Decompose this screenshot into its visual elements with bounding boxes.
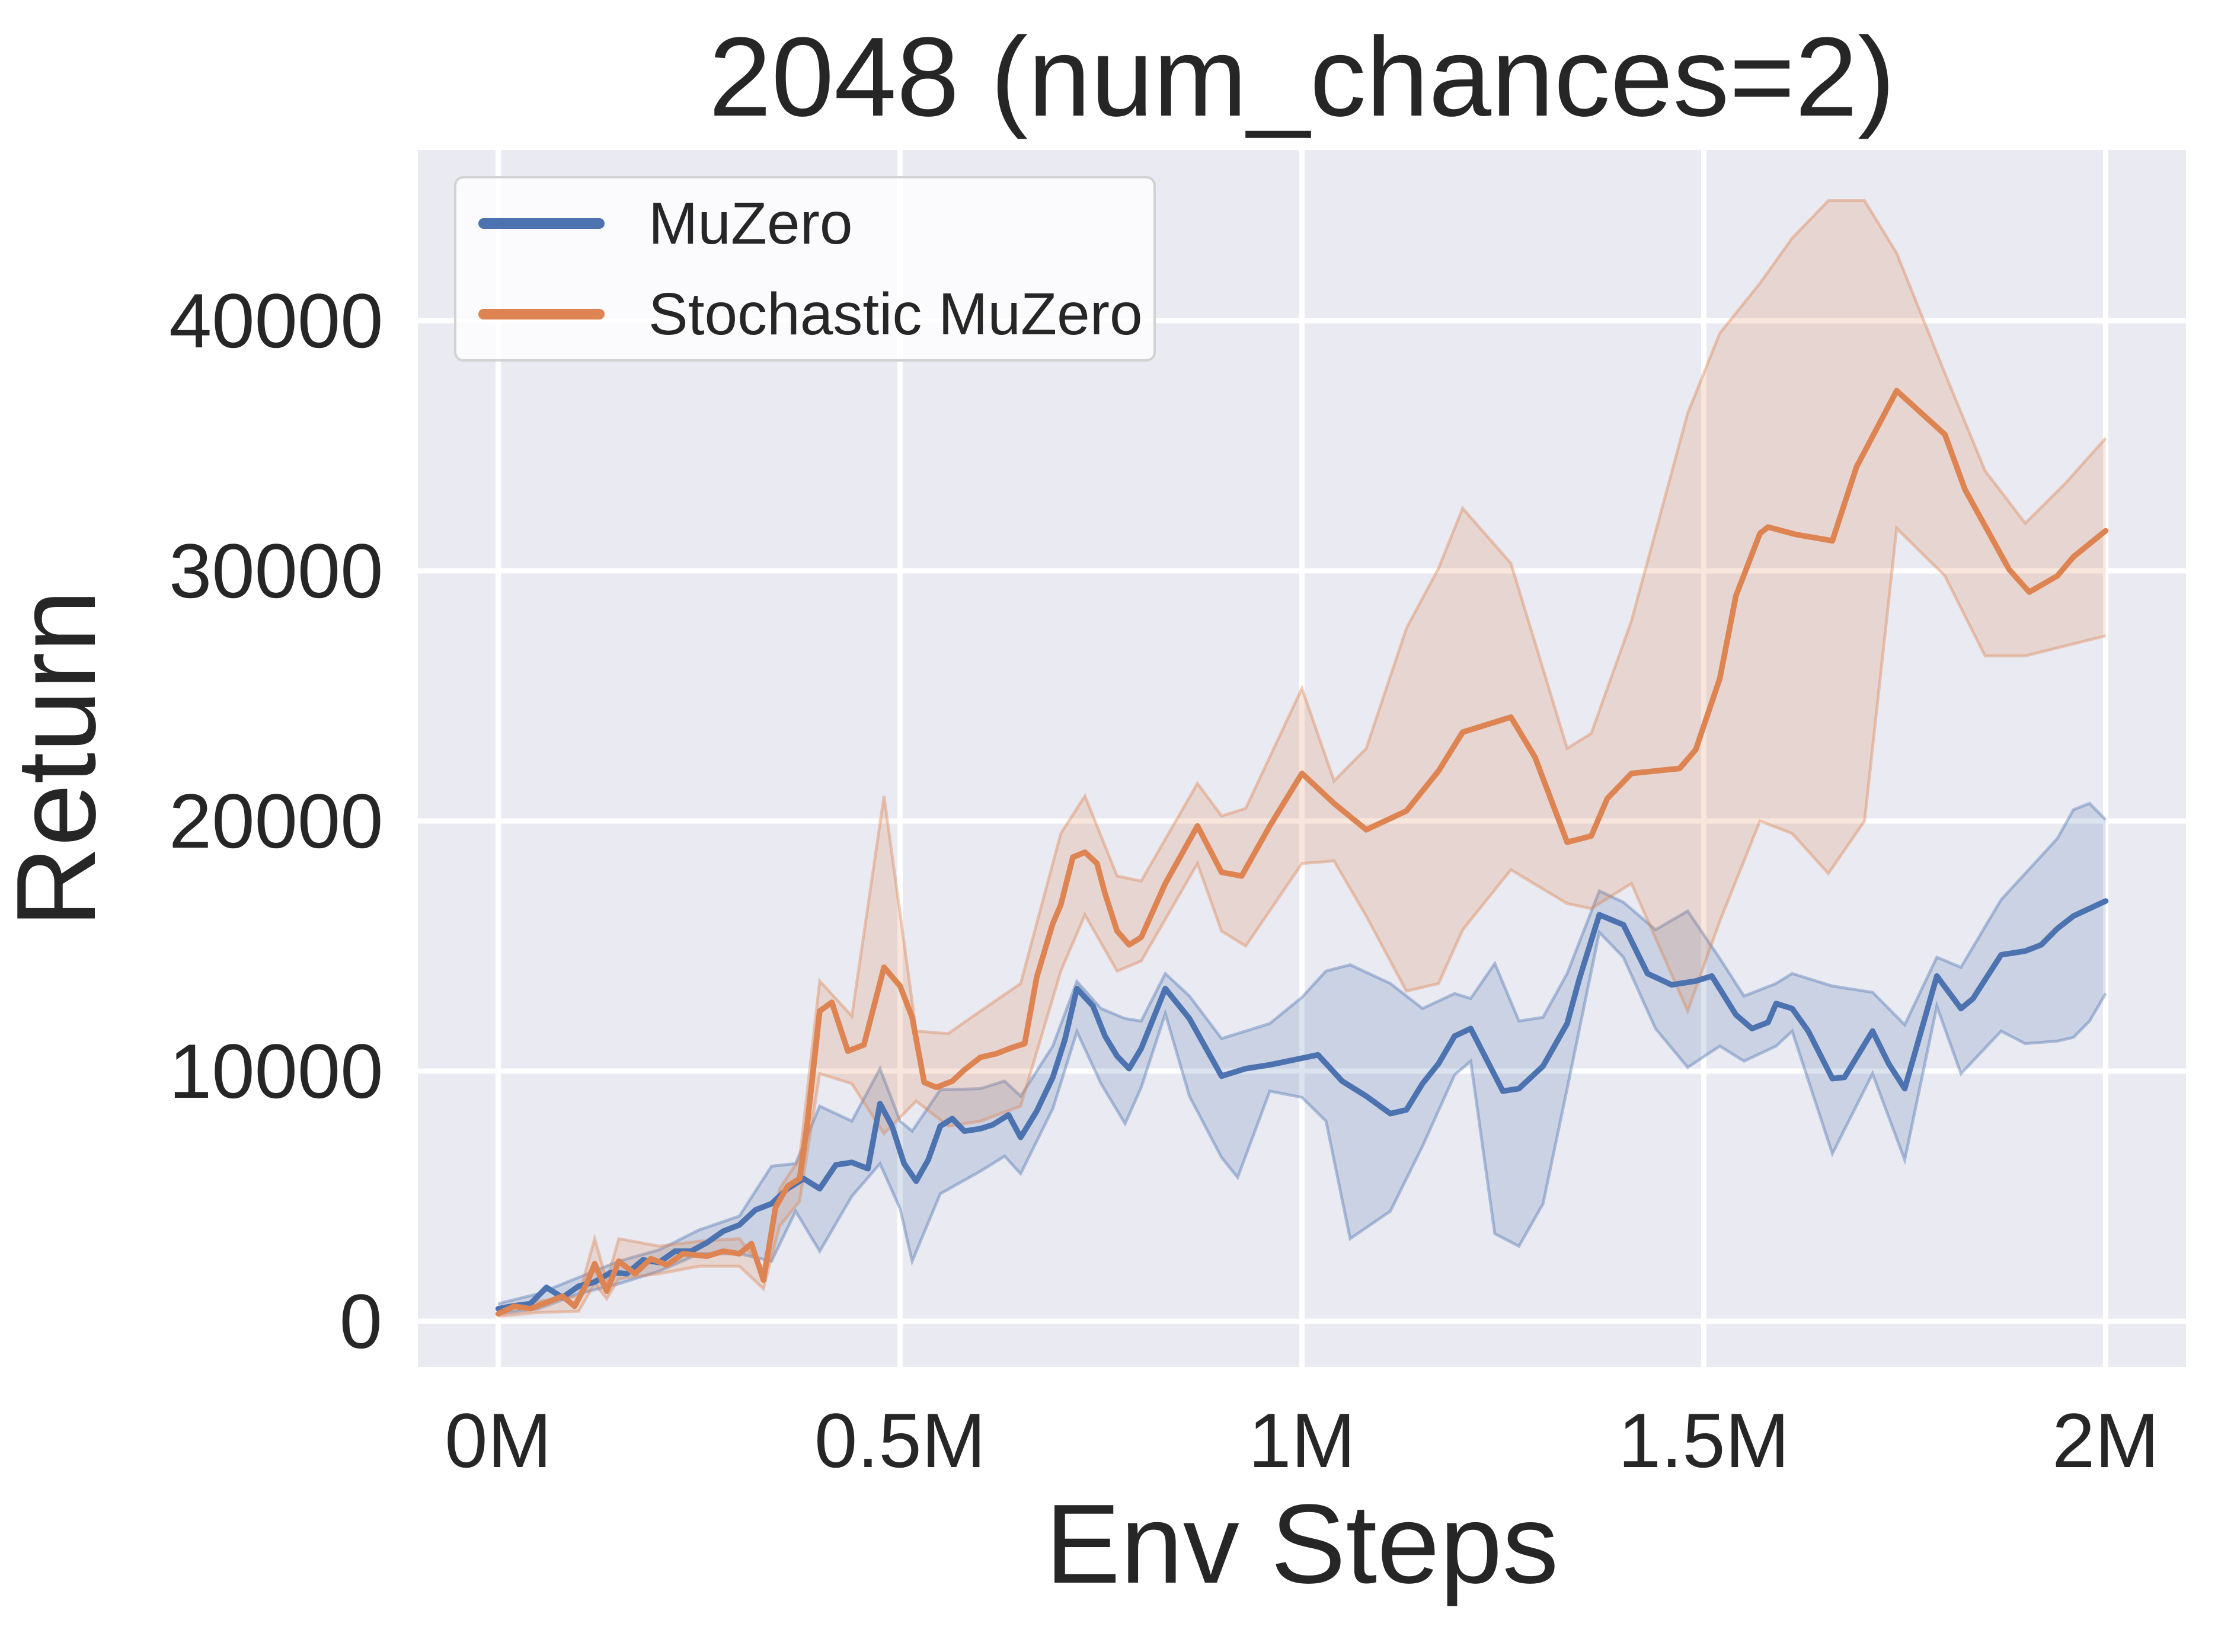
band-upper-edge-muzero xyxy=(497,801,2107,1305)
legend: MuZero Stochastic MuZero xyxy=(454,176,1156,362)
legend-item-stochastic-muzero: Stochastic MuZero xyxy=(478,282,1153,347)
legend-label: Stochastic MuZero xyxy=(648,280,1143,347)
y-tick-label: 0 xyxy=(339,1277,382,1365)
series-line-stochastic-muzero xyxy=(495,388,2109,1317)
series-line-muzero xyxy=(495,898,2109,1312)
x-tick-label: 0M xyxy=(445,1397,552,1484)
chart-title: 2048 (num_chances=2) xyxy=(708,14,1896,140)
x-tick-label: 1.5M xyxy=(1618,1397,1789,1484)
x-tick-label: 2M xyxy=(2052,1397,2159,1484)
band-lower-edge-stochastic-muzero xyxy=(498,525,2107,1318)
x-tick-label: 1M xyxy=(1248,1397,1356,1484)
x-tick-label: 0.5M xyxy=(814,1397,986,1484)
band-lower-edge-muzero xyxy=(498,929,2107,1315)
y-tick-label: 40000 xyxy=(169,277,383,364)
legend-swatch-stochastic-muzero xyxy=(478,308,605,319)
x-axis-label: Env Steps xyxy=(1045,1481,1559,1607)
legend-item-muzero: MuZero xyxy=(478,191,1153,256)
y-axis-label: Return xyxy=(0,589,119,928)
legend-label: MuZero xyxy=(648,190,853,257)
legend-swatch-muzero xyxy=(478,218,605,229)
y-tick-label: 30000 xyxy=(169,528,383,614)
band-stochastic-muzero xyxy=(498,200,2106,1317)
y-tick-label: 20000 xyxy=(169,777,383,864)
band-upper-edge-stochastic-muzero xyxy=(498,199,2107,1311)
y-tick-label: 10000 xyxy=(169,1027,383,1114)
